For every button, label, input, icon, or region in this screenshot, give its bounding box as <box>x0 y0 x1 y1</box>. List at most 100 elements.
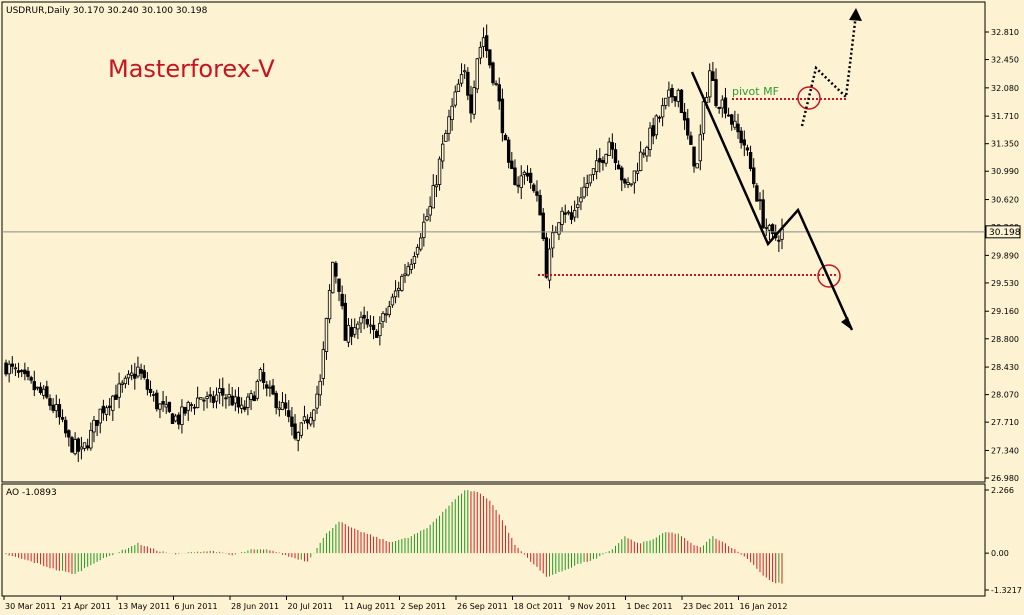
ao-header: AO -1.0893 <box>6 488 57 498</box>
time-tick-label: 6 Jun 2011 <box>175 602 218 611</box>
candle <box>648 122 652 157</box>
candle <box>117 372 121 409</box>
candle-body <box>560 210 564 225</box>
candle <box>670 84 674 104</box>
candle-body <box>365 318 369 325</box>
candle-body <box>13 367 18 370</box>
candle <box>478 41 483 65</box>
candle-body <box>456 83 461 92</box>
candle <box>654 114 659 140</box>
candle <box>54 394 58 418</box>
candle-body <box>85 445 90 449</box>
candle-body <box>403 273 407 276</box>
candle <box>563 204 567 223</box>
candle <box>334 261 338 284</box>
candle <box>265 381 269 397</box>
candle-body <box>764 227 768 229</box>
candle-body <box>494 83 498 85</box>
candle <box>620 165 624 192</box>
candle-body <box>280 401 285 410</box>
price-tick-label: 30.620 <box>991 196 1019 205</box>
candle <box>29 375 33 384</box>
candle <box>488 49 492 69</box>
candle <box>412 251 417 269</box>
time-tick-label: 9 Nov 2011 <box>570 602 616 611</box>
candle-body <box>38 386 43 393</box>
candle <box>233 389 238 412</box>
candle <box>698 124 703 171</box>
candle <box>114 384 118 400</box>
candle-body <box>293 423 297 439</box>
candle-body <box>422 221 426 238</box>
candle-body <box>682 111 687 121</box>
price-tick-label: 28.430 <box>991 363 1019 372</box>
candle <box>752 158 756 188</box>
candle <box>657 115 662 123</box>
candle <box>290 407 294 436</box>
candle <box>123 375 128 389</box>
candle <box>20 369 24 378</box>
candle <box>287 400 291 423</box>
candle-body <box>161 401 165 405</box>
candle-body <box>45 386 49 398</box>
candle-body <box>601 160 605 164</box>
candle <box>246 393 250 416</box>
candle <box>337 278 341 302</box>
candle <box>42 385 46 400</box>
candle-body <box>585 183 589 188</box>
candle <box>104 405 109 422</box>
candle-body <box>708 70 712 98</box>
candle-body <box>563 212 567 215</box>
candle <box>349 318 354 346</box>
candlestick-series <box>4 24 784 462</box>
candle-body <box>133 373 137 379</box>
candle <box>280 391 285 411</box>
candle <box>161 390 165 412</box>
candle-body <box>626 181 630 185</box>
candle <box>142 365 146 380</box>
candle <box>378 316 382 346</box>
candle-body <box>535 191 539 196</box>
candle <box>32 370 36 397</box>
candle-body <box>673 96 677 102</box>
candle-body <box>158 403 162 410</box>
candle <box>676 88 681 108</box>
price-chart[interactable] <box>1 1 986 483</box>
candle-body <box>16 370 21 373</box>
candle-body <box>645 147 649 157</box>
candle <box>375 329 379 338</box>
bearish-arrow-head <box>841 317 852 330</box>
candle <box>155 389 159 412</box>
pivot-circle-lower <box>817 264 841 288</box>
candle-body <box>309 417 313 425</box>
candle-body <box>205 396 209 399</box>
candle-body <box>569 212 574 220</box>
candle <box>302 405 307 424</box>
candle-body <box>550 232 555 249</box>
candle <box>13 363 18 377</box>
candle <box>243 400 247 413</box>
candle <box>510 151 514 170</box>
candle-body <box>532 184 536 192</box>
candle <box>274 390 278 415</box>
candle-body <box>607 141 611 156</box>
candle-body <box>155 392 159 410</box>
candle <box>318 374 322 406</box>
candle <box>538 189 542 216</box>
candle-body <box>183 407 187 414</box>
candle <box>598 148 602 173</box>
candle <box>761 189 765 229</box>
forecast-annotations: pivot MF <box>538 8 862 331</box>
candle-body <box>516 184 520 187</box>
candle <box>626 177 630 188</box>
candle <box>167 401 172 414</box>
ao-indicator-panel[interactable] <box>1 483 986 597</box>
candle-body <box>613 149 618 164</box>
candle <box>283 393 288 416</box>
candle-body <box>720 99 725 109</box>
candle <box>494 80 498 87</box>
candle <box>79 436 84 460</box>
candle-body <box>54 404 58 412</box>
candle <box>189 402 194 412</box>
